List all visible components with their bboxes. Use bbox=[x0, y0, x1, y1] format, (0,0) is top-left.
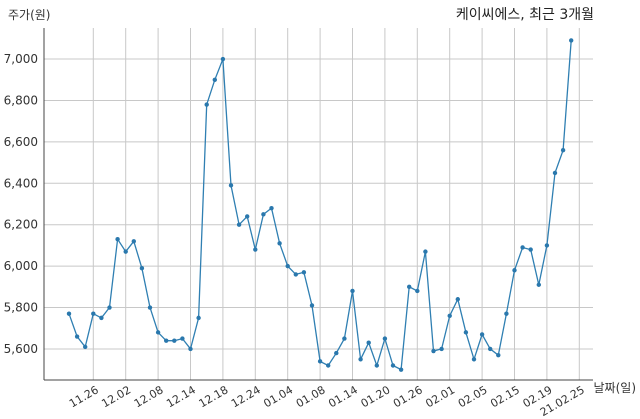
y-tick-label: 6,200 bbox=[4, 218, 38, 232]
data-point bbox=[358, 357, 363, 362]
x-tick-label: 12.14 bbox=[164, 383, 198, 410]
x-tick-label: 11.26 bbox=[67, 383, 101, 410]
grid bbox=[44, 28, 593, 380]
data-point bbox=[520, 245, 525, 250]
data-point bbox=[398, 367, 404, 372]
data-point bbox=[504, 311, 509, 316]
data-point bbox=[83, 344, 88, 350]
data-point bbox=[374, 363, 379, 368]
data-point bbox=[164, 338, 169, 343]
x-tick-label: 01.20 bbox=[359, 383, 393, 410]
data-point bbox=[220, 56, 226, 62]
data-point bbox=[74, 334, 80, 339]
series bbox=[66, 38, 574, 372]
data-point bbox=[463, 330, 469, 335]
data-point bbox=[269, 205, 274, 211]
data-point bbox=[277, 241, 282, 246]
data-point bbox=[212, 77, 217, 82]
data-point bbox=[439, 346, 444, 352]
data-point bbox=[309, 303, 315, 308]
x-tick-label: 12.18 bbox=[197, 383, 231, 410]
data-point bbox=[228, 183, 234, 188]
data-point bbox=[342, 336, 347, 341]
data-point bbox=[253, 247, 258, 252]
data-point bbox=[261, 212, 266, 217]
data-point bbox=[107, 305, 112, 310]
data-point bbox=[293, 272, 298, 277]
x-tick-label: 01.04 bbox=[261, 383, 295, 410]
data-point bbox=[560, 147, 566, 153]
data-point bbox=[301, 270, 307, 275]
x-tick-label: 01.26 bbox=[391, 383, 425, 410]
data-point bbox=[496, 352, 501, 358]
data-point bbox=[245, 214, 250, 219]
data-point bbox=[204, 102, 209, 107]
y-tick-label: 6,800 bbox=[4, 93, 38, 107]
x-tick-label: 02.15 bbox=[488, 383, 522, 410]
x-tick-label: 12.02 bbox=[99, 383, 133, 410]
data-point bbox=[91, 311, 96, 316]
y-tick-label: 6,400 bbox=[4, 176, 38, 190]
data-point bbox=[423, 249, 428, 254]
x-tick-label: 12.08 bbox=[132, 383, 166, 410]
y-tick-label: 6,600 bbox=[4, 135, 38, 149]
data-point bbox=[326, 363, 331, 368]
data-point bbox=[155, 330, 161, 335]
x-tick-label: 12.24 bbox=[229, 383, 263, 410]
x-tick-label: 01.14 bbox=[326, 383, 360, 410]
data-point bbox=[285, 263, 290, 269]
data-point bbox=[536, 282, 541, 287]
data-point bbox=[147, 305, 153, 310]
data-point bbox=[115, 237, 120, 242]
data-point bbox=[131, 239, 136, 244]
data-point bbox=[172, 338, 177, 343]
x-axis-label: 날짜(일) bbox=[594, 381, 636, 395]
y-tick-label: 6,000 bbox=[4, 259, 38, 273]
data-point bbox=[139, 265, 145, 271]
data-point bbox=[544, 243, 550, 248]
data-point bbox=[479, 332, 485, 337]
data-point bbox=[569, 38, 574, 43]
data-point bbox=[447, 313, 452, 319]
data-point bbox=[350, 288, 355, 294]
data-point bbox=[415, 288, 420, 294]
data-point bbox=[196, 315, 201, 321]
tick-labels: 5,600 5,800 6,000 6,200 6,400 6,600 6,800 7,000… bbox=[4, 52, 587, 419]
x-tick-label: 01.08 bbox=[294, 383, 328, 410]
data-point bbox=[488, 346, 493, 352]
data-point bbox=[528, 247, 533, 252]
data-point bbox=[512, 268, 517, 273]
data-point bbox=[552, 170, 558, 176]
axes bbox=[43, 28, 593, 381]
y-tick-label: 5,800 bbox=[4, 301, 38, 315]
data-point bbox=[99, 315, 104, 321]
data-point bbox=[180, 336, 185, 341]
x-tick-label: 02.05 bbox=[456, 383, 490, 410]
data-point bbox=[66, 311, 72, 316]
data-point bbox=[236, 222, 242, 227]
x-tick-label: 02.01 bbox=[423, 383, 457, 410]
data-point bbox=[471, 357, 477, 362]
chart-title: 케이씨에스, 최근 3개월 bbox=[456, 7, 594, 23]
y-tick-label: 5,600 bbox=[4, 342, 38, 356]
y-axis-label: 주가(원) bbox=[8, 8, 50, 22]
data-point bbox=[390, 363, 396, 368]
data-point bbox=[188, 346, 193, 352]
data-point bbox=[317, 359, 323, 364]
data-point bbox=[123, 249, 128, 254]
y-tick-label: 7,000 bbox=[4, 52, 38, 66]
data-point bbox=[366, 340, 371, 345]
data-point bbox=[334, 350, 339, 356]
data-point bbox=[431, 348, 436, 354]
data-point bbox=[382, 336, 388, 341]
data-point bbox=[407, 284, 412, 290]
data-point bbox=[455, 297, 460, 302]
